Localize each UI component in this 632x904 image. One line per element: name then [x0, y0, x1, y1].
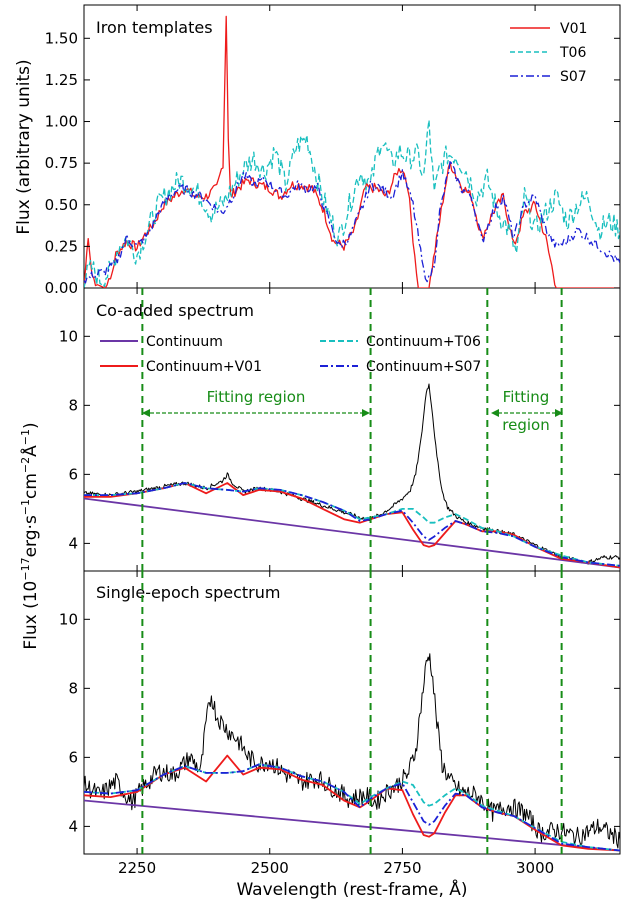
bottom-panel-frame [83, 570, 621, 855]
bottom-panel-title: Single-epoch spectrum [96, 583, 280, 602]
ytick-label-middle-1: 6 [68, 465, 78, 483]
ytick-label-top-2: 0.50 [45, 196, 78, 214]
ytick-label-top-4: 1.00 [45, 113, 78, 131]
fitting-region-label-2a: Fitting [503, 388, 550, 406]
legend-continuum-label: Continuum [146, 334, 223, 350]
series-top-t06 [84, 119, 620, 288]
series-middle-observed-spectrum [84, 383, 620, 565]
ytick-label-top-5: 1.25 [45, 71, 78, 89]
fitting-region-arrowhead-right2-right [555, 409, 563, 417]
ytick-label-top-6: 1.50 [45, 29, 78, 47]
series-middle-continuum-v01 [84, 482, 620, 569]
series-middle-continuum-t06 [84, 482, 620, 567]
ytick-label-bottom-2: 8 [68, 679, 78, 697]
ytick-label-bottom-0: 4 [68, 817, 78, 835]
fitting-region-label-2b: region [502, 416, 549, 434]
series-middle-continuum [84, 497, 620, 569]
ytick-label-bottom-1: 6 [68, 748, 78, 766]
ytick-label-middle-2: 8 [68, 396, 78, 414]
panel-top-series [84, 15, 620, 288]
series-bottom-continuum [84, 799, 620, 852]
ytick-label-bottom-3: 10 [59, 610, 78, 628]
legend-v01-label: V01 [560, 21, 587, 37]
xtick-label-3: 3000 [516, 859, 554, 877]
middle-legend: Continuum Continuum+V01 Continuum+T06 Co… [100, 334, 481, 375]
legend-s07-label: S07 [560, 69, 587, 85]
x-axis-label: Wavelength (rest-frame, Å) [236, 878, 467, 900]
fitting-region-arrowhead-right [362, 409, 370, 417]
fitting-region-annotations: Fitting region Fitting region [142, 388, 563, 434]
xtick-label-0: 2250 [118, 859, 156, 877]
fitting-region-arrowhead-left [142, 409, 150, 417]
ytick-label-top-0: 0.00 [45, 279, 78, 297]
series-bottom-observed-spectrum [84, 653, 620, 849]
legend-cont-s07-label: Continuum+S07 [366, 359, 481, 375]
series-top-v01 [84, 15, 620, 288]
legend-cont-v01-label: Continuum+V01 [146, 359, 262, 375]
fitting-region-arrowhead-right2-left [491, 409, 499, 417]
series-bottom-continuum-v01 [84, 754, 620, 852]
top-y-axis-label: Flux (arbitrary units) [14, 59, 34, 234]
fitting-region-label: Fitting region [207, 388, 306, 406]
top-panel-frame [83, 4, 621, 289]
panel-bottom-series [84, 653, 620, 852]
series-top-s07 [84, 159, 620, 284]
ytick-label-top-1: 0.25 [45, 237, 78, 255]
series-bottom-continuum-s07 [84, 763, 620, 852]
xtick-label-2: 2750 [383, 859, 421, 877]
ytick-label-middle-0: 4 [68, 534, 78, 552]
lower-y-axis-label: Flux (10−17erg·s−1cm−2Å−1) [19, 422, 41, 649]
plot-layer [84, 15, 620, 854]
middle-panel-title: Co-added spectrum [96, 301, 254, 320]
panel-middle-series [84, 383, 620, 569]
top-panel-title: Iron templates [96, 18, 213, 37]
xtick-label-1: 2500 [251, 859, 289, 877]
ytick-label-middle-3: 10 [59, 327, 78, 345]
tick-layer: 0.00 0.25 0.50 0.75 1.00 1.25 1.50 4 6 8 10 4 6 8 10 22… [45, 5, 620, 877]
top-legend: V01 T06 S07 [510, 21, 587, 85]
ytick-label-top-3: 0.75 [45, 154, 78, 172]
series-middle-continuum-s07 [84, 482, 620, 567]
legend-cont-t06-label: Continuum+T06 [366, 334, 481, 350]
legend-t06-label: T06 [559, 45, 586, 61]
